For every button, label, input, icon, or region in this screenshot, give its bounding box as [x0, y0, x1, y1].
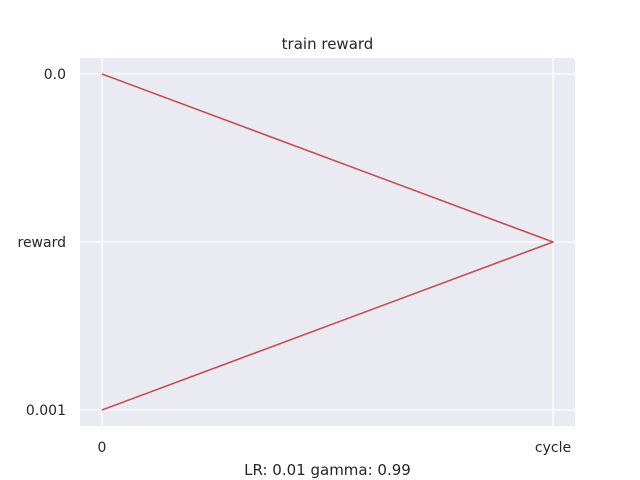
y-tick-labels: 0.0 reward 0.001 — [18, 67, 67, 419]
x-tick-label: cycle — [535, 440, 571, 456]
x-tick-label: 0 — [98, 440, 107, 456]
y-tick-label: reward — [18, 235, 67, 251]
series-layer — [101, 73, 554, 411]
chart-title: train reward — [282, 35, 374, 53]
series-line — [101, 73, 554, 411]
x-tick-labels: 0 cycle — [98, 440, 572, 456]
y-tick-label: 0.001 — [26, 403, 66, 419]
y-tick-label: 0.0 — [44, 67, 66, 83]
x-axis-label: LR: 0.01 gamma: 0.99 — [244, 461, 411, 479]
